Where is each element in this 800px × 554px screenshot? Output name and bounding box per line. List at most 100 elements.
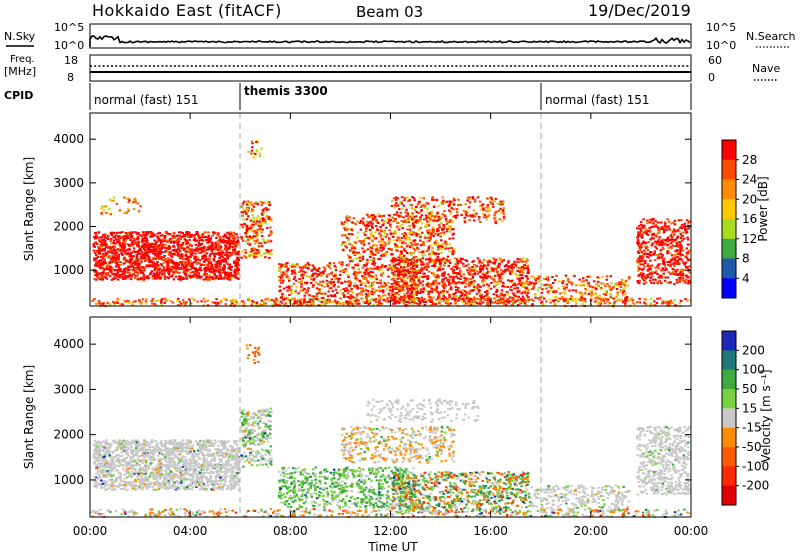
power-cell xyxy=(619,283,623,286)
power-cell xyxy=(110,278,114,281)
power-cell xyxy=(454,291,457,294)
power-cell xyxy=(131,231,134,234)
power-cell xyxy=(496,281,499,284)
power-cell xyxy=(189,236,192,238)
power-cell xyxy=(182,258,185,261)
power-cell xyxy=(409,272,413,275)
power-cell xyxy=(524,265,527,268)
power-cell xyxy=(390,282,394,285)
power-cell xyxy=(121,253,124,255)
power-cell xyxy=(552,291,555,294)
power-cell xyxy=(482,208,486,211)
power-cell xyxy=(157,253,160,256)
power-cell xyxy=(372,299,376,302)
power-cell xyxy=(442,228,445,230)
power-cell xyxy=(209,238,212,241)
power-cell xyxy=(245,218,248,221)
power-cell xyxy=(392,302,395,305)
power-cell xyxy=(483,216,486,219)
power-cell xyxy=(408,246,412,249)
power-cell xyxy=(419,196,422,199)
power-cell xyxy=(532,285,535,288)
power-cell xyxy=(134,267,138,270)
power-cell xyxy=(112,242,115,244)
power-cell xyxy=(243,255,247,258)
power-cell xyxy=(148,273,152,276)
power-cell xyxy=(184,254,188,257)
power-cell xyxy=(423,218,426,221)
power-cell xyxy=(423,206,427,209)
power-cell xyxy=(124,232,128,234)
power-cell xyxy=(373,253,377,256)
power-cell xyxy=(263,241,267,244)
power-cell xyxy=(625,296,629,298)
power-cell xyxy=(479,268,482,270)
power-cell xyxy=(306,262,310,265)
power-cell xyxy=(211,267,215,270)
power-cell xyxy=(286,289,289,292)
power-cell xyxy=(333,293,336,296)
power-cell xyxy=(262,217,265,220)
power-cell xyxy=(502,270,505,273)
power-cell xyxy=(420,209,423,212)
power-cell xyxy=(267,201,271,204)
power-cell xyxy=(370,235,373,238)
power-cell xyxy=(390,249,393,251)
power-cell xyxy=(136,265,139,268)
power-cell xyxy=(456,214,459,217)
power-cell xyxy=(527,269,530,272)
power-cell xyxy=(411,271,414,274)
power-cell xyxy=(466,269,469,272)
power-cell xyxy=(172,245,175,248)
power-cell xyxy=(397,256,400,259)
power-cell xyxy=(371,297,375,300)
power-cell xyxy=(483,271,486,274)
power-cell xyxy=(415,219,419,222)
power-cell xyxy=(499,296,503,299)
power-cell xyxy=(234,243,237,246)
power-cell xyxy=(541,295,544,298)
power-cell xyxy=(507,267,510,270)
power-cell xyxy=(390,297,393,300)
power-cell xyxy=(220,268,223,271)
power-cell xyxy=(327,281,330,284)
power-cell xyxy=(144,245,147,248)
power-cell xyxy=(151,252,155,255)
power-cell xyxy=(359,293,362,296)
power-cell xyxy=(303,294,306,297)
power-cell xyxy=(263,201,266,204)
power-cell xyxy=(502,217,506,220)
power-cell xyxy=(382,265,385,268)
power-cell xyxy=(398,285,401,288)
power-cell xyxy=(171,249,174,252)
power-cell xyxy=(150,232,153,235)
power-cell xyxy=(638,224,641,227)
power-cell xyxy=(472,215,476,218)
power-cell xyxy=(137,231,140,234)
power-cell xyxy=(683,224,686,227)
power-cell xyxy=(197,234,200,237)
power-cell xyxy=(371,254,375,257)
power-cell xyxy=(270,253,273,256)
power-cell xyxy=(183,234,186,237)
power-cell xyxy=(182,248,186,251)
power-cell xyxy=(383,245,386,248)
power-cell xyxy=(127,271,130,274)
power-cell xyxy=(151,265,155,268)
power-cell xyxy=(108,255,111,258)
power-cell xyxy=(136,268,139,270)
power-cell xyxy=(509,273,512,275)
power-cell xyxy=(624,300,628,303)
power-cell xyxy=(459,257,463,260)
power-cell xyxy=(158,271,162,274)
power-cell xyxy=(313,268,316,270)
power-cell xyxy=(542,297,546,300)
power-cell xyxy=(118,239,121,242)
power-cell xyxy=(435,258,438,261)
power-cell xyxy=(121,273,124,276)
power-cell xyxy=(208,255,212,257)
power-cell xyxy=(442,199,445,202)
power-cell xyxy=(270,249,273,252)
power-cell xyxy=(316,298,319,301)
power-cell xyxy=(100,274,104,277)
